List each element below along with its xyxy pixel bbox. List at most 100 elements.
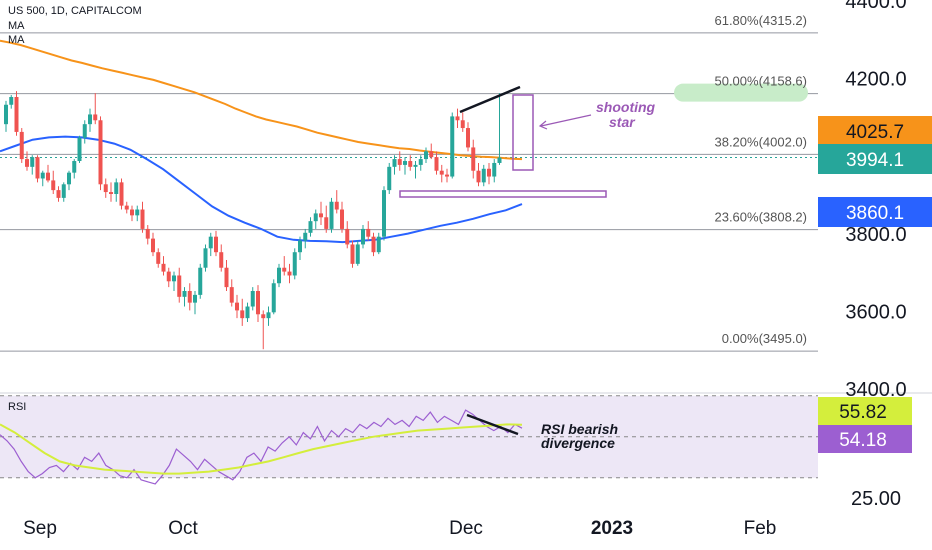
candle-body bbox=[82, 124, 87, 138]
candle-body bbox=[408, 161, 413, 167]
candle-body bbox=[245, 306, 250, 319]
candle-body bbox=[350, 244, 355, 264]
fib-label: 0.00%(3495.0) bbox=[722, 331, 807, 346]
x-axis-label: Sep bbox=[23, 518, 57, 539]
rsi-legend[interactable]: RSI bbox=[8, 401, 27, 413]
candle-body bbox=[434, 157, 439, 171]
annotation-star: star bbox=[609, 114, 636, 130]
fib-label: 50.00%(4158.6) bbox=[714, 74, 807, 89]
candle-body bbox=[14, 97, 19, 132]
x-axis-label: Oct bbox=[168, 518, 198, 539]
candle-body bbox=[30, 157, 35, 167]
candle-body bbox=[140, 209, 145, 229]
x-axis-label: 2023 bbox=[591, 518, 633, 539]
price-badge-text: 3994.1 bbox=[846, 150, 904, 171]
candle-body bbox=[72, 161, 77, 173]
candle-body bbox=[40, 172, 45, 179]
annotation-divergence: divergence bbox=[541, 435, 615, 451]
annotation-shooting: shooting bbox=[596, 99, 656, 115]
rsi-axis-label: 25.00 bbox=[851, 488, 901, 510]
support-box bbox=[399, 190, 607, 198]
ma-200-line bbox=[0, 39, 523, 161]
candle-body bbox=[25, 159, 29, 167]
candle-body bbox=[329, 201, 334, 229]
candle-body bbox=[51, 180, 56, 191]
candle-body bbox=[182, 291, 187, 297]
candle-body bbox=[361, 228, 365, 245]
candle-body bbox=[392, 159, 397, 167]
candle-body bbox=[156, 252, 161, 264]
candle-body bbox=[103, 184, 108, 193]
candle-body bbox=[413, 164, 418, 167]
ma-50-line bbox=[0, 135, 523, 244]
candle-body bbox=[19, 131, 24, 160]
candle-body bbox=[67, 172, 71, 185]
price-badge-text: 3860.1 bbox=[846, 203, 904, 224]
candle-body bbox=[250, 291, 255, 307]
candle-body bbox=[487, 168, 491, 177]
candle-body bbox=[9, 97, 14, 105]
candle-body bbox=[397, 159, 402, 165]
candle-body bbox=[429, 151, 434, 158]
trend-line-price bbox=[459, 85, 521, 114]
candle-body bbox=[130, 209, 134, 216]
candle-body bbox=[208, 236, 213, 249]
candle-body bbox=[35, 157, 40, 179]
candle-body bbox=[439, 170, 444, 175]
candle-body bbox=[193, 294, 197, 303]
rsi-series bbox=[0, 409, 523, 485]
candle-body bbox=[151, 238, 155, 253]
candle-body bbox=[345, 228, 350, 245]
y-axis-label: 3800.0 bbox=[845, 224, 906, 246]
candle-body bbox=[476, 170, 481, 183]
annotation-rsi-bearish: RSI bearish bbox=[541, 421, 618, 437]
candle-body bbox=[497, 157, 502, 163]
trend-line-rsi bbox=[466, 413, 519, 436]
candle-body bbox=[266, 312, 271, 319]
rsi-badge bbox=[818, 397, 912, 425]
candle-body bbox=[46, 172, 50, 181]
candle-body bbox=[334, 201, 339, 210]
candle-body bbox=[256, 291, 260, 315]
fib-label: 23.60%(3808.2) bbox=[714, 210, 807, 225]
candle-body bbox=[445, 174, 449, 177]
candle-body bbox=[145, 228, 150, 239]
candle-body bbox=[481, 168, 486, 183]
candle-body bbox=[492, 162, 497, 177]
candle-body bbox=[387, 166, 392, 191]
candle-body bbox=[450, 116, 455, 177]
candle-body bbox=[177, 275, 182, 297]
candle-body bbox=[382, 190, 386, 237]
candle-body bbox=[93, 114, 98, 121]
candle-body bbox=[455, 116, 460, 121]
candle-body bbox=[460, 120, 465, 129]
shooting-star-box bbox=[512, 94, 534, 171]
candle-body bbox=[366, 228, 371, 237]
ma-legend-1[interactable]: MA bbox=[8, 20, 25, 32]
fib-grid: 61.80%(4315.2) 50.00%(4158.6) 38.20%(4002.… bbox=[0, 13, 818, 352]
candle-body bbox=[466, 128, 470, 148]
candle-body bbox=[418, 159, 423, 165]
candle-body bbox=[119, 182, 124, 206]
price-badge bbox=[818, 144, 932, 174]
y-axis-label: 4200.0 bbox=[845, 69, 906, 91]
rsi-panel-background bbox=[0, 392, 932, 479]
candle-body bbox=[371, 236, 376, 253]
price-badge bbox=[818, 116, 932, 146]
price-badge-text: 4025.7 bbox=[846, 122, 904, 143]
candle-body bbox=[282, 267, 287, 272]
fib-highlight bbox=[674, 83, 808, 102]
ma-legend-2[interactable]: MA bbox=[8, 34, 25, 46]
axes: 4400.0 4200.0 3800.0 3600.0 3400.0 25.00 Sep Oc… bbox=[23, 0, 906, 539]
candle-body bbox=[376, 236, 381, 253]
y-axis-label: 3600.0 bbox=[845, 301, 906, 323]
candle-body bbox=[277, 267, 281, 284]
candle-body bbox=[308, 221, 313, 233]
candle-body bbox=[61, 184, 66, 198]
candle-body bbox=[229, 287, 234, 303]
candle-body bbox=[98, 120, 103, 185]
candlestick-series bbox=[4, 91, 502, 350]
candle-body bbox=[271, 283, 276, 313]
